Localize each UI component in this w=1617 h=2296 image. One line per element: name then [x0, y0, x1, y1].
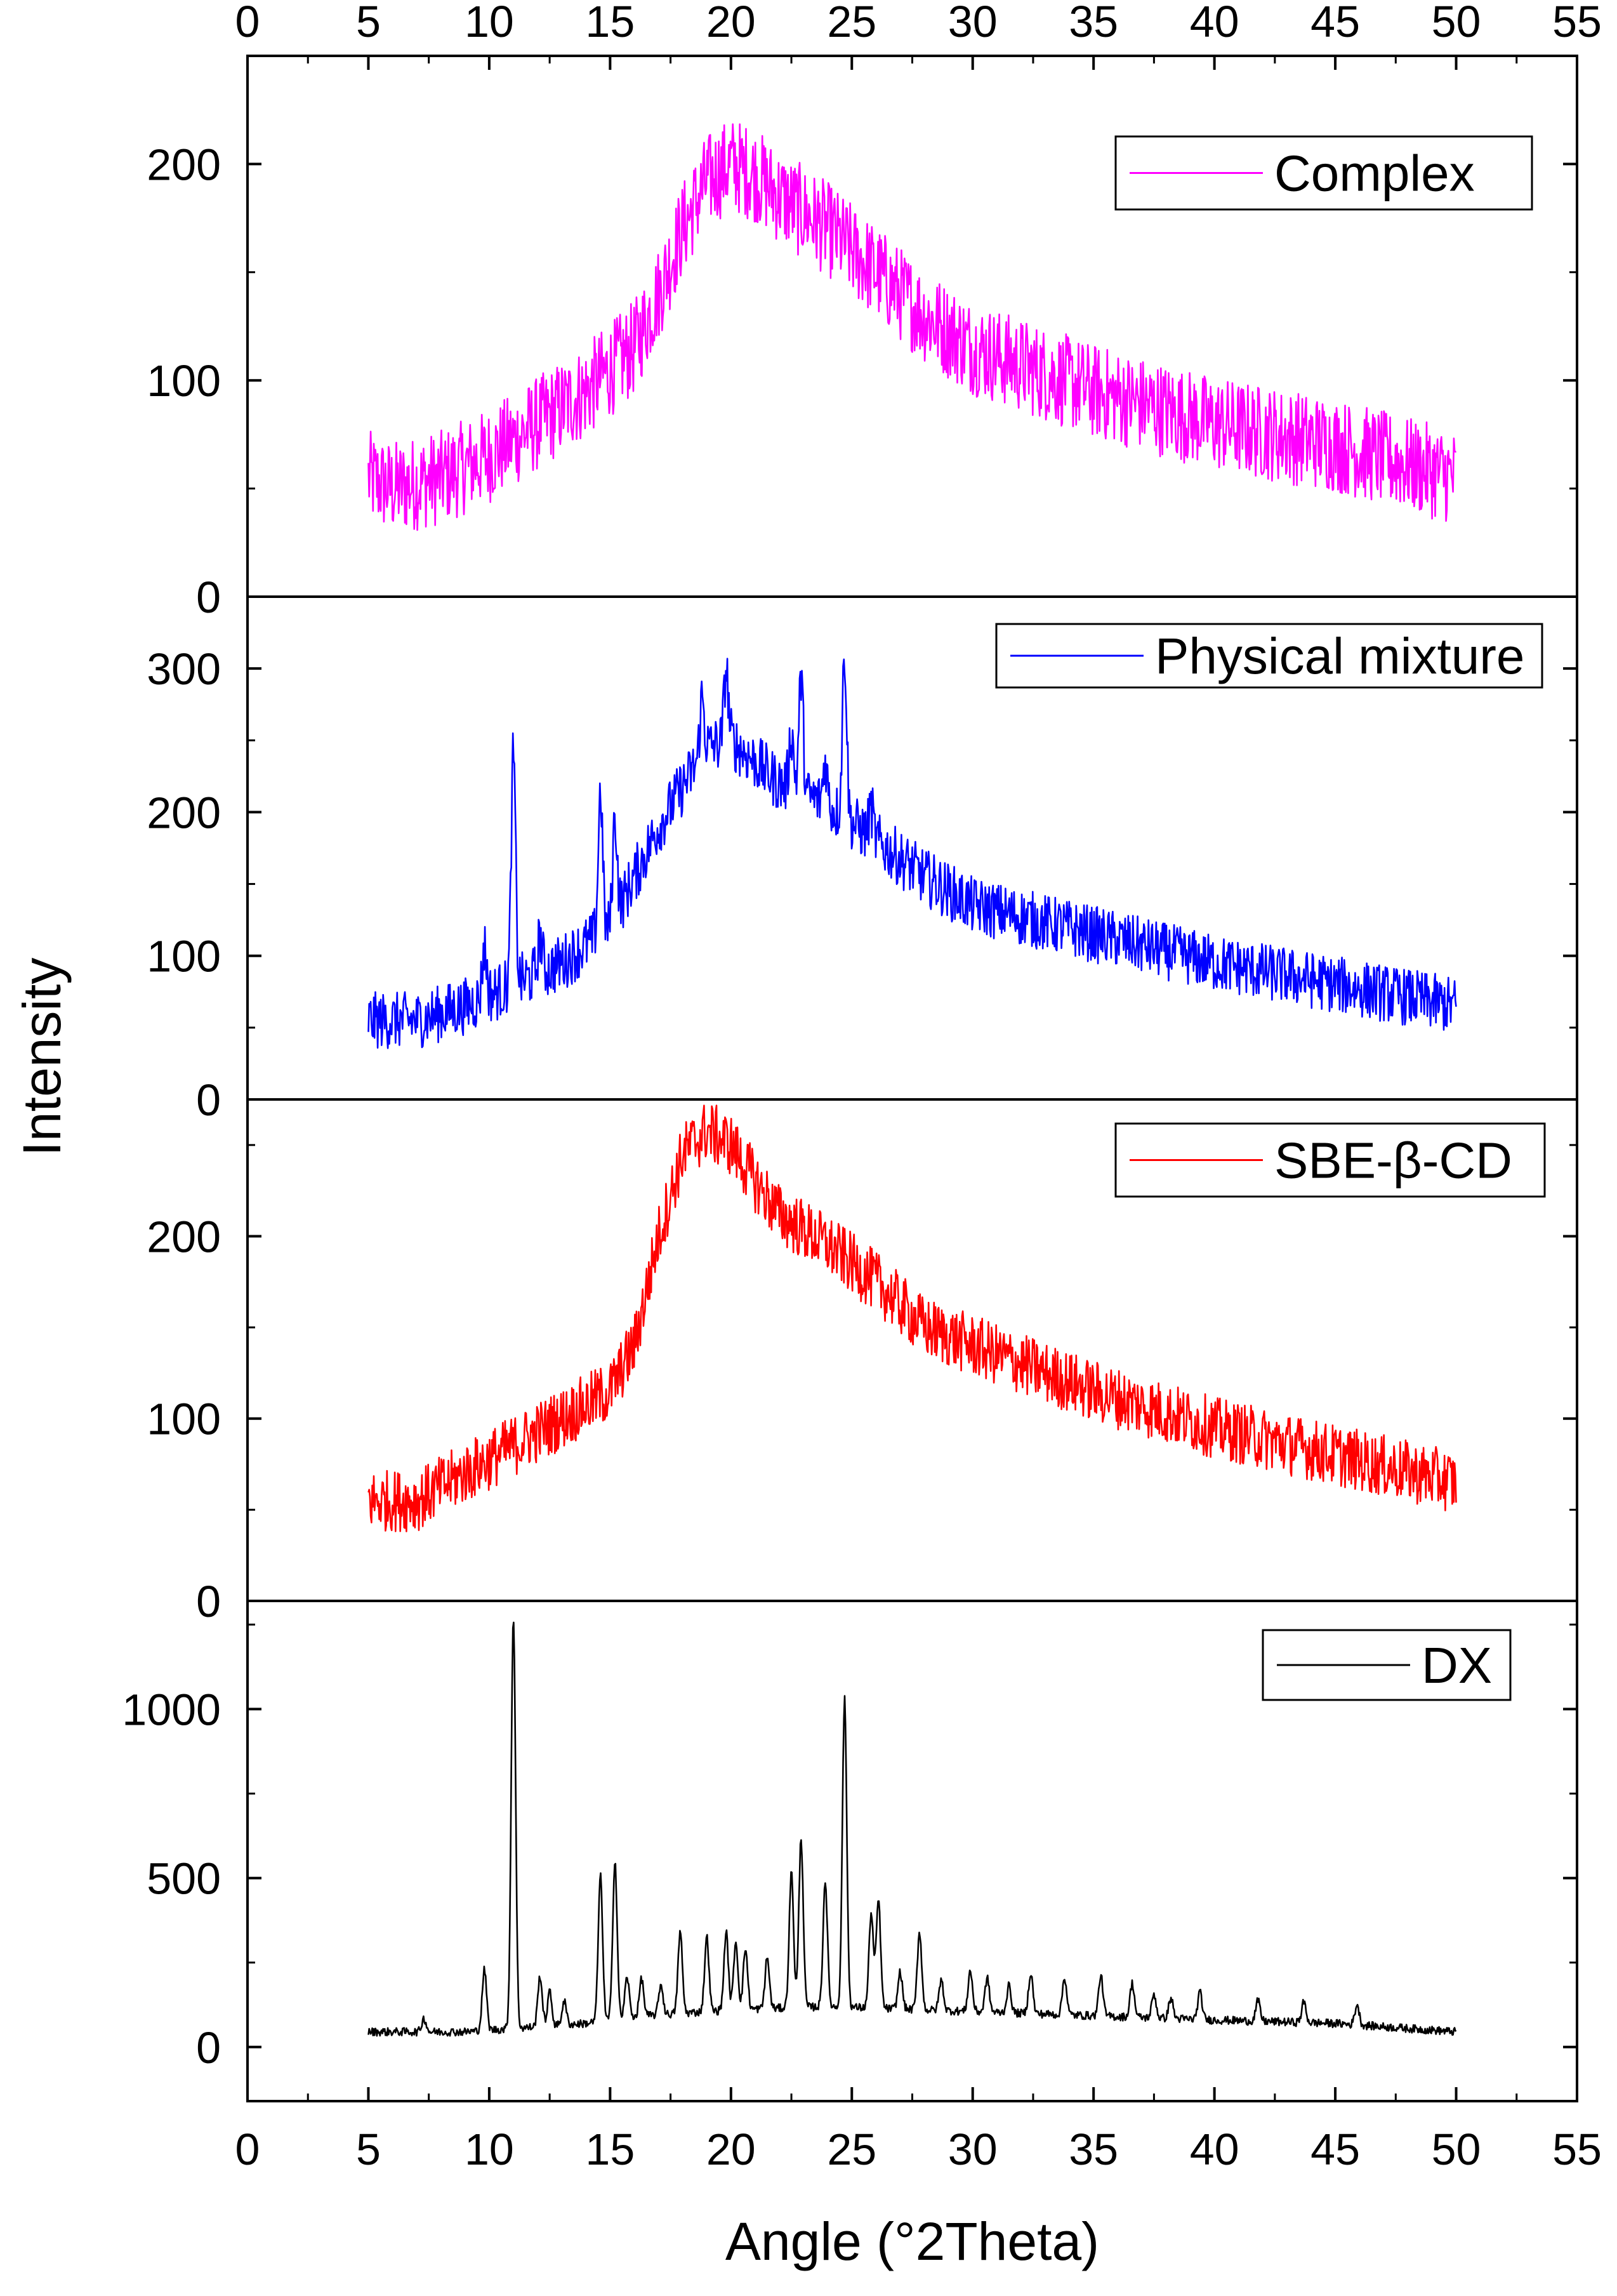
x-tick-label-top: 45 — [1310, 0, 1360, 46]
y-tick-label: 300 — [147, 644, 221, 694]
x-tick-label-top: 40 — [1190, 0, 1239, 46]
x-tick-label-top: 0 — [235, 0, 260, 46]
x-tick-label-top: 15 — [585, 0, 635, 46]
x-tick-label-bottom: 15 — [585, 2125, 635, 2174]
legend-label: Physical mixture — [1155, 628, 1524, 684]
y-tick-label: 100 — [147, 356, 221, 406]
x-tick-label-top: 30 — [948, 0, 998, 46]
x-axis-title: Angle (°2Theta) — [725, 2212, 1099, 2271]
panel-dx: 0 500 1000 DX — [122, 1600, 1578, 2102]
x-tick-label-bottom: 50 — [1432, 2125, 1481, 2174]
x-tick-label-top: 10 — [465, 0, 514, 46]
x-tick-label-top: 20 — [706, 0, 756, 46]
x-tick-label-bottom: 10 — [465, 2125, 514, 2174]
y-tick-label: 1000 — [122, 1685, 221, 1734]
y-tick-label: 200 — [147, 140, 221, 189]
legend-sbe-beta-cd: SBE-β-CD — [1114, 1122, 1546, 1198]
x-tick-label-top: 25 — [827, 0, 876, 46]
y-tick-label: 0 — [196, 1075, 221, 1125]
x-tick-label-top: 55 — [1552, 0, 1602, 46]
panel-complex: 0 100 200 Complex — [147, 55, 1578, 622]
x-tick-label-top: 5 — [356, 0, 381, 46]
y-tick-label: 0 — [196, 573, 221, 622]
series-line-sbe-beta-cd — [367, 1105, 1457, 1532]
y-tick-label: 100 — [147, 1395, 221, 1444]
x-tick-label-bottom: 0 — [235, 2125, 260, 2174]
y-tick-label: 200 — [147, 788, 221, 837]
y-tick-label: 100 — [147, 932, 221, 981]
y-tick-label: 200 — [147, 1212, 221, 1261]
y-axis-title: Intensity — [12, 958, 72, 1157]
legend-physical-mixture: Physical mixture — [995, 623, 1543, 689]
x-tick-label-top: 50 — [1432, 0, 1481, 46]
x-tick-label-bottom: 55 — [1552, 2125, 1602, 2174]
x-tick-label-bottom: 5 — [356, 2125, 381, 2174]
legend-label: SBE-β-CD — [1274, 1132, 1512, 1189]
x-tick-label-bottom: 25 — [827, 2125, 876, 2174]
legend-complex: Complex — [1114, 135, 1533, 211]
x-tick-label-bottom: 40 — [1190, 2125, 1239, 2174]
panel-physical-mixture: 0 100 200 300 Physical mixture — [147, 595, 1578, 1125]
y-tick-label: 0 — [196, 2023, 221, 2073]
x-tick-label-bottom: 30 — [948, 2125, 998, 2174]
x-tick-label-top: 35 — [1069, 0, 1118, 46]
legend-label: Complex — [1274, 145, 1475, 202]
y-tick-label: 500 — [147, 1854, 221, 1904]
x-tick-label-bottom: 45 — [1310, 2125, 1360, 2174]
x-tick-label-bottom: 35 — [1069, 2125, 1118, 2174]
y-tick-label: 0 — [196, 1577, 221, 1626]
series-line-dx — [367, 1621, 1457, 2037]
x-tick-label-bottom: 20 — [706, 2125, 756, 2174]
panel-sbe-beta-cd: 0 100 200 SBE-β-CD — [147, 1098, 1578, 1626]
legend-label: DX — [1422, 1637, 1492, 1694]
legend-dx: DX — [1262, 1629, 1512, 1701]
series-line-physical-mixture — [367, 658, 1457, 1049]
series-line-complex — [367, 123, 1457, 531]
